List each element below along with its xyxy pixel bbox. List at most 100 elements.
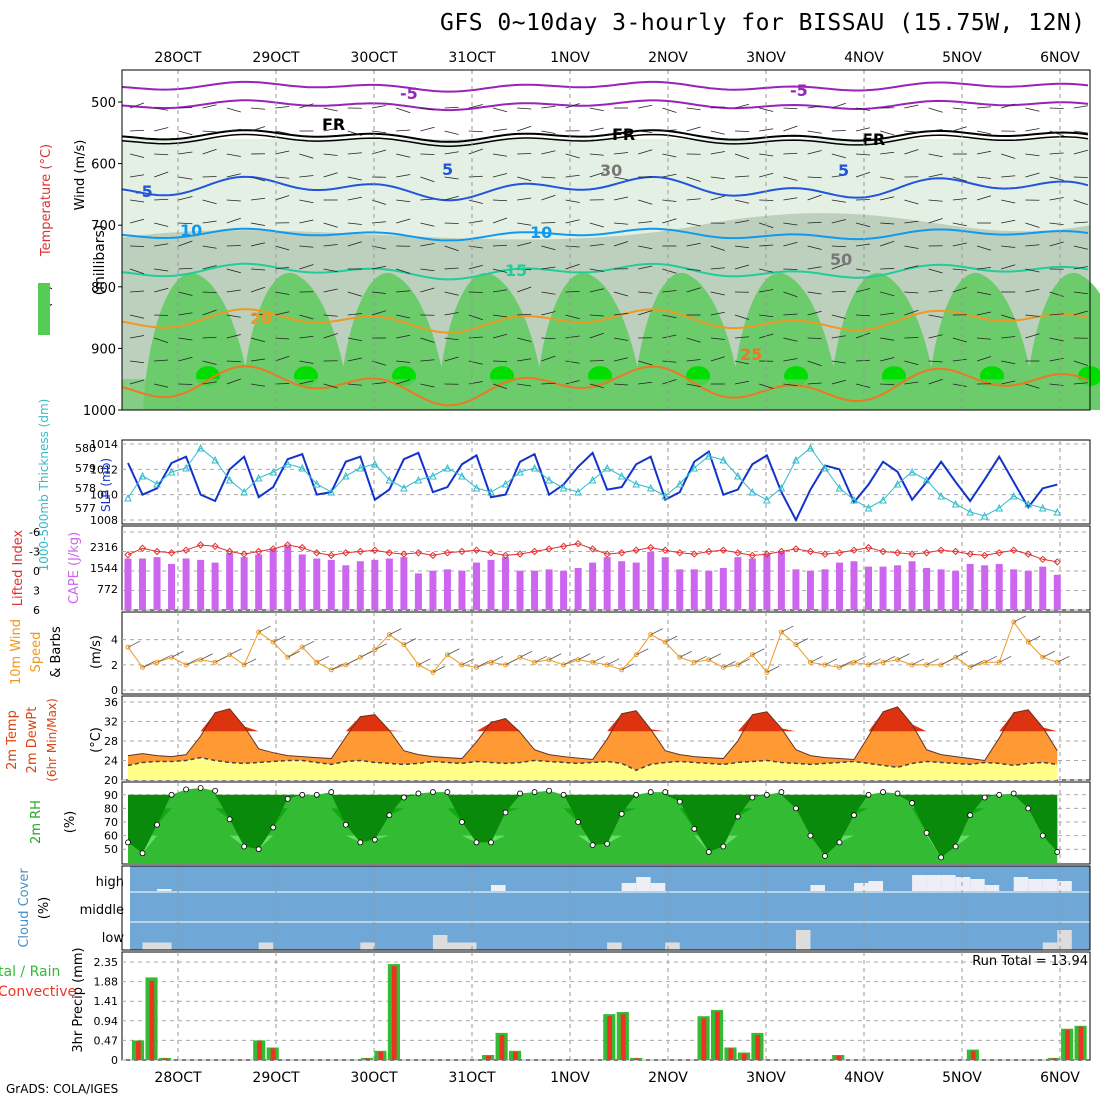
lifted-index-point [835,549,844,557]
contour-15 [121,262,1089,281]
lifted-index-point [966,550,974,558]
upper-wind-barb [904,360,919,366]
upper-wind-barb [202,176,217,178]
upper-wind-barb [686,198,701,201]
surface-wind-barb [665,635,678,643]
cloud-low-bar [461,942,477,950]
upper-wind-barb [928,314,943,318]
upper-wind-barb [347,176,362,181]
upper-wind-barb [686,383,701,388]
thickness-point [574,487,582,496]
wind-speed-point [386,632,392,638]
precip-ylabel-right: 3hr Precip (mm) [71,947,86,1052]
pressure-tick-label: 500 [91,96,116,111]
contour-label: 10 [180,221,202,240]
upper-wind-barb [1073,176,1088,178]
thickness-point [690,463,699,472]
upper-wind-barb [686,268,701,271]
wind-speed-point [720,664,726,670]
upper-wind-barb [928,360,943,363]
surface-wind-barb [142,660,155,668]
upper-wind-barb [855,153,871,156]
thickness-tick-label: 578 [75,482,96,495]
thickness-point [675,479,684,488]
upper-wind-barb [275,130,290,135]
lifted-index-point [269,545,277,553]
upper-wind-barb [1025,314,1040,317]
upper-wind-barb [686,176,701,182]
contour-freezing [121,129,1089,143]
upper-wind-barb [904,104,919,109]
upper-wind-barb [541,291,556,295]
lifted-index-point [676,549,684,557]
slp-series-line [127,450,1058,523]
upper-wind-barb [976,245,992,251]
upper-wind-barb [831,290,846,293]
upper-wind-barb [734,175,750,178]
lifted-index-point [1024,550,1032,558]
upper-wind-barb [855,107,871,111]
cloud-high-bar [157,889,172,891]
cape-bar [632,562,640,610]
thickness-point [777,483,786,492]
upper-wind-barb [226,268,241,274]
thickness-point [138,471,147,480]
thickness-point [385,475,394,484]
li-tick-label: -6 [29,526,40,539]
upper-wind-barb [686,222,701,227]
wind-speed-point [198,657,204,663]
upper-wind-barb [928,153,943,158]
contour-minus8-upper [121,80,1089,93]
wind-speed-point [996,659,1002,665]
surface-wind-barb [853,655,867,663]
lifted-index-point [588,545,597,553]
cape-bar [966,563,974,610]
precip-tick-label: 0.47 [94,1034,119,1047]
upper-wind-barb [275,337,290,340]
contour-label: 5 [442,160,453,179]
upper-wind-barb [952,222,967,227]
upper-wind-barb [565,153,580,159]
cape-bar [763,554,771,610]
upper-wind-barb [686,126,701,132]
upper-wind-barb [880,222,895,225]
thickness-point [312,479,321,488]
precip-convective-bar [257,1041,262,1060]
rh-moist-area [143,272,253,410]
upper-wind-barb [734,314,750,320]
cloud-high-bar [941,875,956,891]
upper-wind-barb [250,383,266,387]
surface-wind-barb [418,658,431,666]
rh2m-point [1025,805,1032,812]
rh2m-point [400,794,407,801]
thickness-point [559,483,568,492]
wind-tick-label: 0 [111,684,118,697]
upper-wind-barb [275,383,290,385]
thickness-point [966,507,974,516]
wind-speed-point [866,662,872,668]
precip-convective-bar [741,1053,747,1060]
contour-label: 15 [505,261,527,280]
cape-bar [734,557,742,610]
surface-wind-barb [868,658,881,666]
cloud-high-bar [970,879,985,891]
upper-wind-barb [686,242,701,247]
rh2m-point [836,839,843,846]
rh2m-point [241,843,248,850]
upper-wind-barb [783,107,798,110]
upper-wind-barb [759,289,774,293]
lifted-index-point [298,543,306,552]
upper-wind-barb [952,242,967,247]
upper-wind-barb [710,106,725,109]
upper-wind-barb [492,333,508,339]
cloud-high-bar [1028,879,1043,891]
surface-wind-barb [708,653,721,661]
wind-speed-point [140,664,146,670]
cape-bar [429,570,437,610]
precip-tick-label: 0 [111,1054,118,1067]
wind-speed-point [357,654,363,660]
upper-wind-barb [759,153,774,157]
upper-wind-barb [613,241,629,247]
cloud-high-bar [621,883,637,891]
upper-wind-barb [1049,197,1064,201]
